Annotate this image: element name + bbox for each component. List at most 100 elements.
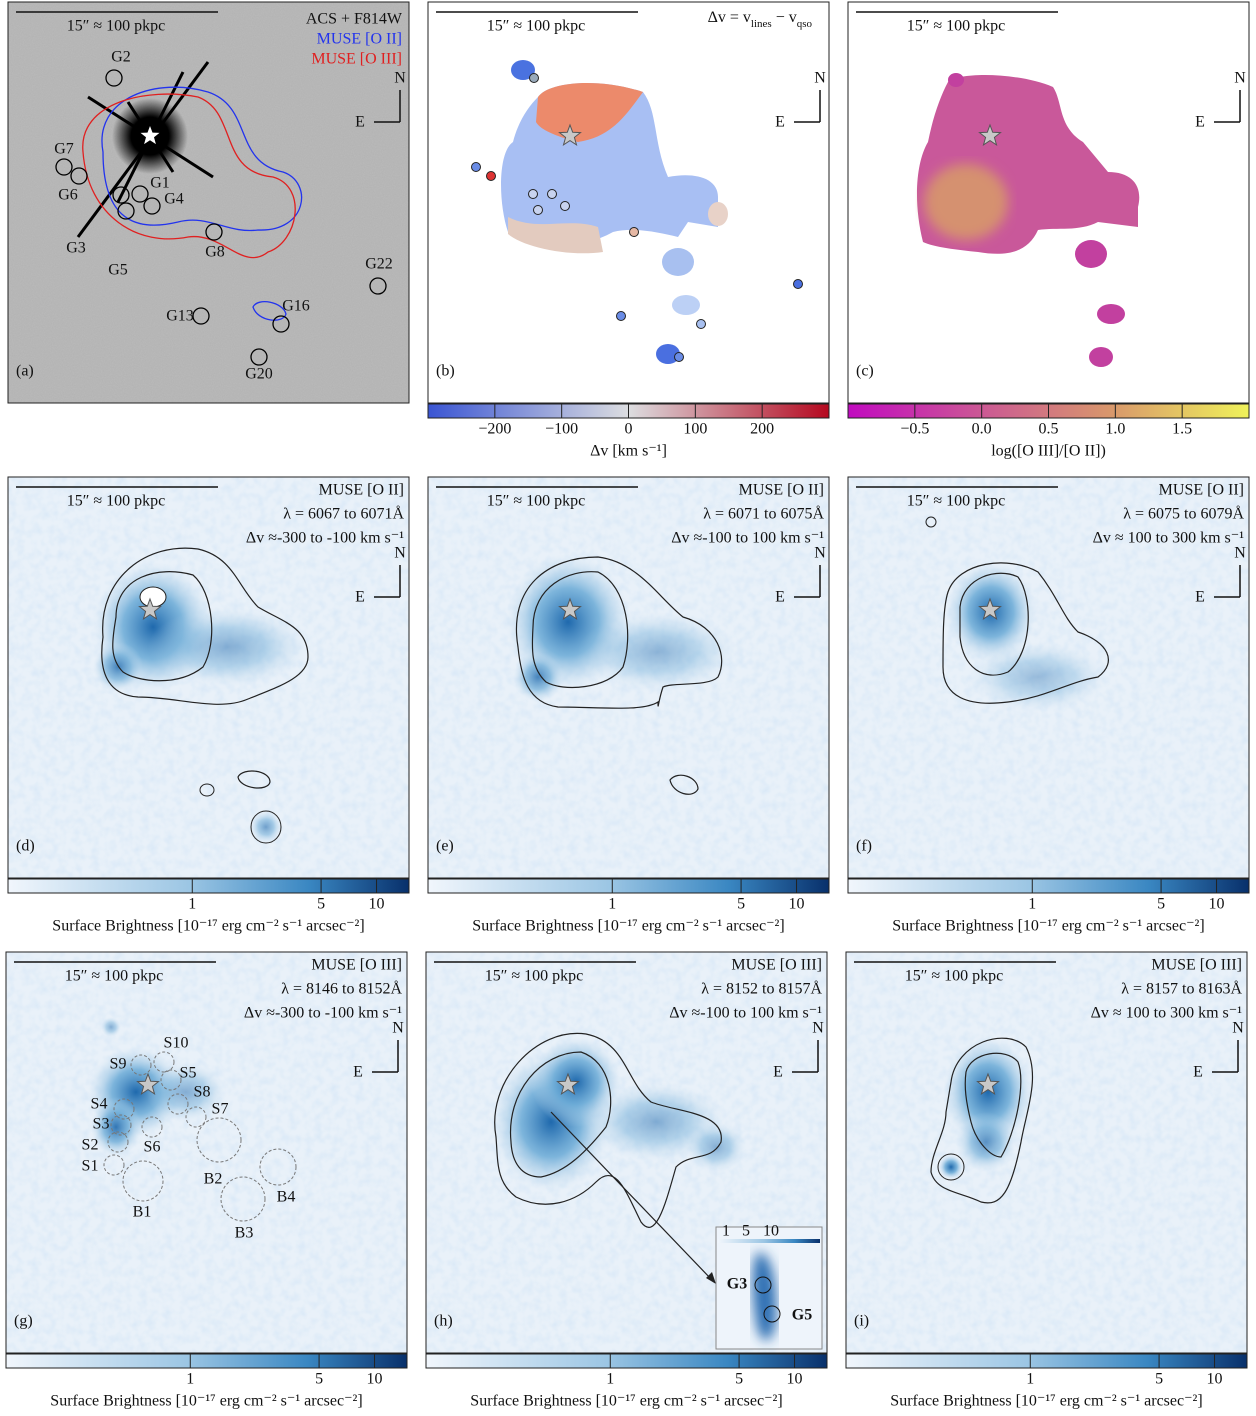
colorbar-gradient xyxy=(848,879,1249,893)
galaxy-marker xyxy=(487,172,496,181)
header-line: Δv ≈ 100 to 300 km s⁻¹ xyxy=(1093,530,1245,547)
aperture-label: S3 xyxy=(93,1116,110,1133)
galaxy-marker xyxy=(548,190,557,199)
ratio-patch xyxy=(948,73,964,87)
header-line: MUSE [O III] xyxy=(1151,957,1242,974)
scale-bar-label: 15″ ≈ 100 pkpc xyxy=(67,18,166,35)
scale-bar-label: 15″ ≈ 100 pkpc xyxy=(485,968,584,985)
galaxy-marker xyxy=(529,190,538,199)
galaxy-marker xyxy=(675,353,684,362)
header-line: Δv ≈ 100 to 300 km s⁻¹ xyxy=(1091,1005,1243,1022)
aperture-label: B2 xyxy=(204,1171,223,1188)
masked-region xyxy=(140,587,166,607)
aperture-label: S5 xyxy=(180,1065,197,1082)
inset-label: G3 xyxy=(727,1276,747,1293)
colorbar-tick-label: 10 xyxy=(789,896,805,913)
colorbar-gradient xyxy=(428,879,829,893)
colorbar-tick-label: 5 xyxy=(315,1371,323,1388)
panel-label: (f) xyxy=(856,838,872,855)
compass-label: N xyxy=(1234,70,1246,87)
header-line: λ = 8157 to 8163Å xyxy=(1121,980,1242,998)
compass-label: E xyxy=(1193,1064,1203,1081)
equation-part: − v xyxy=(772,9,797,26)
colorbar-tick-label: 0 xyxy=(625,421,633,438)
colorbar-gradient xyxy=(846,1354,1247,1368)
ratio-patch xyxy=(1097,304,1125,324)
colorbar-tick-label: −200 xyxy=(478,421,511,438)
galaxy-label: G16 xyxy=(282,298,310,315)
scale-bar-label: 15″ ≈ 100 pkpc xyxy=(907,18,1006,35)
colorbar-label: Surface Brightness [10⁻¹⁷ erg cm⁻² s⁻¹ a… xyxy=(892,918,1204,935)
velocity-patch xyxy=(708,202,728,226)
colorbar-tick-label: 5 xyxy=(735,1371,743,1388)
galaxy-label: G22 xyxy=(365,256,393,273)
ratio-patch xyxy=(1075,240,1107,268)
compass-label: E xyxy=(355,114,365,131)
compass-label: E xyxy=(353,1064,363,1081)
emission-blob xyxy=(101,1017,121,1037)
header-line: MUSE [O III] xyxy=(311,957,402,974)
galaxy-marker xyxy=(617,312,626,321)
colorbar: 1510Surface Brightness [10⁻¹⁷ erg cm⁻² s… xyxy=(846,1354,1247,1410)
colorbar-tick-label: 0.5 xyxy=(1039,421,1059,438)
compass-label: N xyxy=(814,545,826,562)
header-line: λ = 6067 to 6071Å xyxy=(283,505,404,523)
colorbar-tick-label: 10 xyxy=(367,1371,383,1388)
galaxy-label: G6 xyxy=(58,187,78,204)
colorbar-label: Surface Brightness [10⁻¹⁷ erg cm⁻² s⁻¹ a… xyxy=(470,1393,782,1410)
galaxy-label: G7 xyxy=(54,141,74,158)
colorbar-tick-label: 1.0 xyxy=(1105,421,1125,438)
scale-bar-label: 15″ ≈ 100 pkpc xyxy=(907,493,1006,510)
legend-entry: MUSE [O III] xyxy=(311,51,402,68)
aperture-label: S1 xyxy=(82,1158,99,1175)
aperture-label: S2 xyxy=(82,1137,99,1154)
header-line: Δv ≈-300 to -100 km s⁻¹ xyxy=(246,530,404,547)
header-line: Δv ≈-100 to 100 km s⁻¹ xyxy=(669,1005,822,1022)
panel: 15″ ≈ 100 pkpc N E (c) xyxy=(848,2,1249,403)
scale-bar-label: 15″ ≈ 100 pkpc xyxy=(65,968,164,985)
ratio-map-high xyxy=(924,164,1008,240)
colorbar: 1510Surface Brightness [10⁻¹⁷ erg cm⁻² s… xyxy=(426,1354,827,1410)
colorbar-tick-label: 10 xyxy=(369,896,385,913)
colorbar-label: Surface Brightness [10⁻¹⁷ erg cm⁻² s⁻¹ a… xyxy=(890,1393,1202,1410)
aperture-label: S7 xyxy=(212,1101,229,1118)
colorbar-tick-label: 1 xyxy=(606,1371,614,1388)
galaxy-label: G4 xyxy=(164,191,184,208)
colorbar-tick-label: 1 xyxy=(1028,896,1036,913)
header-line: MUSE [O II] xyxy=(319,482,404,499)
galaxy-label: G8 xyxy=(205,244,225,261)
compass-label: E xyxy=(773,1064,783,1081)
inset-tick-label: 1 xyxy=(722,1223,730,1240)
compass-label: N xyxy=(814,70,826,87)
header-line: λ = 8146 to 8152Å xyxy=(281,980,402,998)
colorbar-tick-label: 5 xyxy=(317,896,325,913)
aperture-label: S9 xyxy=(110,1056,127,1073)
scale-bar-label: 15″ ≈ 100 pkpc xyxy=(905,968,1004,985)
galaxy-marker xyxy=(534,206,543,215)
inset-label: G5 xyxy=(792,1307,812,1324)
panel-label: (c) xyxy=(856,363,874,380)
panel-label: (h) xyxy=(434,1313,453,1330)
aperture-label: S6 xyxy=(144,1139,161,1156)
compass-label: E xyxy=(1195,114,1205,131)
colorbar-tick-label: 1 xyxy=(1026,1371,1034,1388)
panel: 15″ ≈ 100 pkpcNE(b)Δv = vlines − vqso xyxy=(428,2,829,403)
compass-label: N xyxy=(394,545,406,562)
colorbar: −200−1000100200Δv [km s⁻¹] xyxy=(428,404,829,460)
scale-bar-label: 15″ ≈ 100 pkpc xyxy=(67,493,166,510)
compass-label: E xyxy=(355,589,365,606)
page: G2G7G6G1G4G3G5G8G22G13G16G2015″ ≈ 100 pk… xyxy=(0,0,1256,1416)
colorbar-tick-label: 1 xyxy=(608,896,616,913)
aperture-label: S8 xyxy=(194,1084,211,1101)
header-line: Δv ≈-300 to -100 km s⁻¹ xyxy=(244,1005,402,1022)
colorbar-label: Surface Brightness [10⁻¹⁷ erg cm⁻² s⁻¹ a… xyxy=(52,918,364,935)
colorbar-label: Surface Brightness [10⁻¹⁷ erg cm⁻² s⁻¹ a… xyxy=(50,1393,362,1410)
compass-label: N xyxy=(394,70,406,87)
galaxy-label: G1 xyxy=(150,175,170,192)
panel: 15″ ≈ 100 pkpcNE(e)MUSE [O II]λ = 6071 t… xyxy=(428,477,829,878)
emission-blob xyxy=(939,1155,963,1179)
aperture-label: S4 xyxy=(91,1096,108,1113)
